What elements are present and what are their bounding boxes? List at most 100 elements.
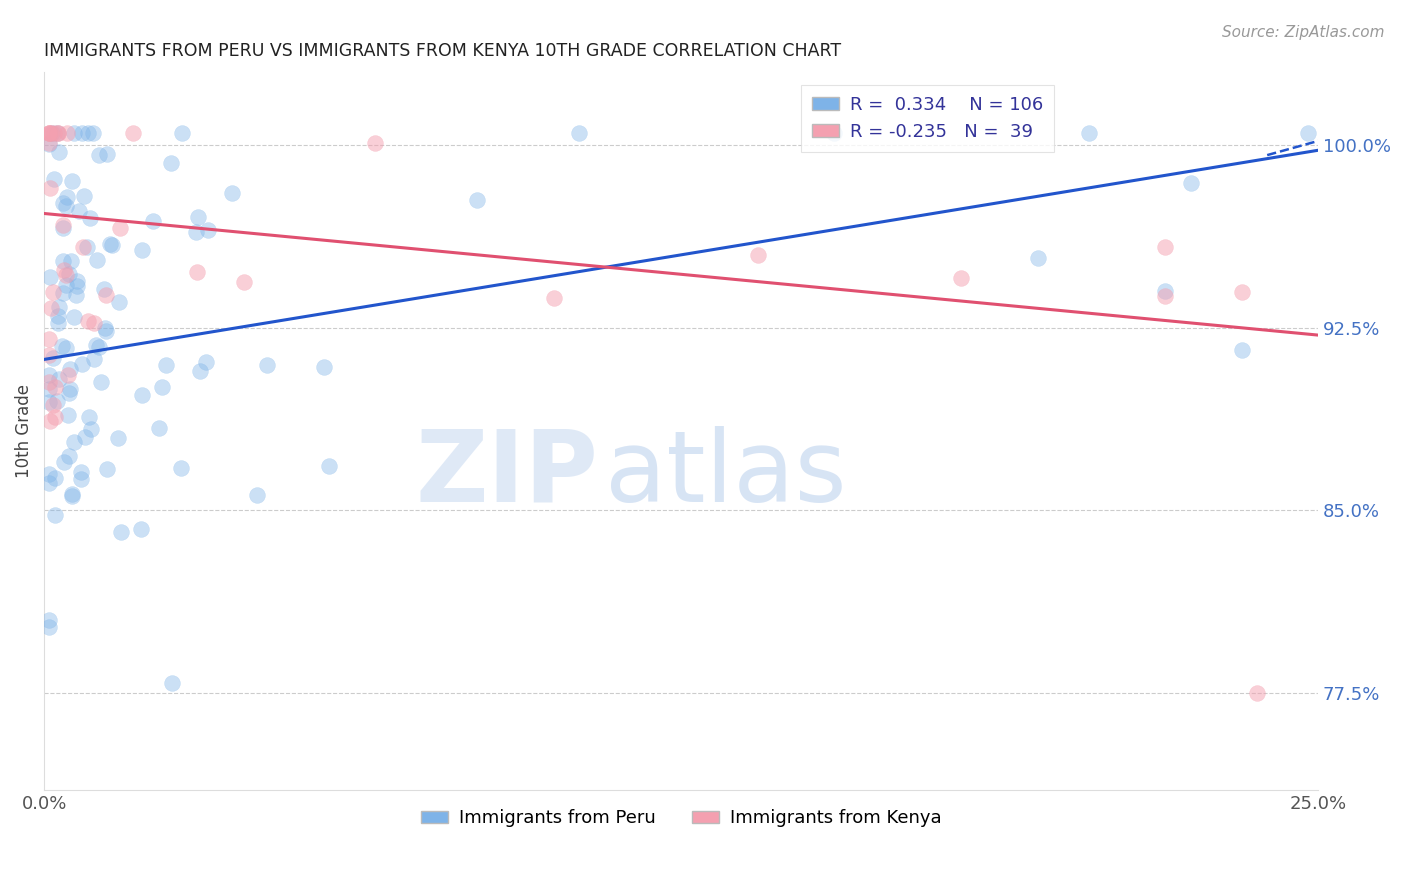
Immigrants from Kenya	[543, 292, 565, 306]
Immigrants from Peru	[66, 274, 89, 288]
Immigrants from Peru	[80, 422, 103, 436]
Immigrants from Kenya	[76, 314, 98, 328]
Immigrants from Peru	[38, 467, 60, 481]
Immigrants from Peru	[69, 465, 91, 479]
Immigrants from Peru	[1077, 126, 1099, 140]
Immigrants from Kenya	[46, 126, 69, 140]
Immigrants from Peru	[73, 189, 96, 203]
Immigrants from Peru	[129, 522, 152, 536]
Immigrants from Peru	[48, 145, 70, 160]
Immigrants from Peru	[52, 220, 75, 235]
Immigrants from Peru	[1230, 343, 1253, 358]
Immigrants from Peru	[170, 461, 193, 475]
Immigrants from Kenya	[38, 126, 60, 140]
Immigrants from Peru	[60, 487, 83, 501]
Immigrants from Peru	[42, 171, 65, 186]
Immigrants from Peru	[314, 359, 336, 374]
Immigrants from Kenya	[38, 136, 60, 150]
Immigrants from Kenya	[38, 126, 60, 140]
Immigrants from Kenya	[39, 301, 62, 316]
Immigrants from Peru	[38, 382, 60, 396]
Immigrants from Kenya	[42, 126, 65, 140]
Immigrants from Peru	[89, 340, 111, 354]
Immigrants from Kenya	[950, 271, 973, 285]
Immigrants from Peru	[246, 488, 269, 502]
Immigrants from Peru	[58, 267, 80, 281]
Text: IMMIGRANTS FROM PERU VS IMMIGRANTS FROM KENYA 10TH GRADE CORRELATION CHART: IMMIGRANTS FROM PERU VS IMMIGRANTS FROM …	[44, 42, 841, 60]
Immigrants from Peru	[46, 309, 69, 323]
Immigrants from Peru	[107, 431, 129, 445]
Immigrants from Peru	[197, 223, 219, 237]
Immigrants from Kenya	[48, 126, 70, 140]
Immigrants from Peru	[60, 490, 83, 504]
Immigrants from Peru	[131, 388, 153, 402]
Immigrants from Peru	[155, 359, 177, 373]
Immigrants from Peru	[1154, 285, 1177, 299]
Immigrants from Peru	[52, 285, 75, 300]
Immigrants from Peru	[63, 310, 86, 324]
Immigrants from Peru	[76, 126, 98, 140]
Immigrants from Kenya	[56, 368, 79, 383]
Immigrants from Peru	[45, 126, 67, 140]
Immigrants from Peru	[38, 620, 60, 634]
Immigrants from Peru	[38, 613, 60, 627]
Legend: Immigrants from Peru, Immigrants from Kenya: Immigrants from Peru, Immigrants from Ke…	[413, 802, 949, 835]
Immigrants from Kenya	[186, 265, 208, 279]
Immigrants from Peru	[221, 186, 243, 201]
Immigrants from Kenya	[44, 380, 66, 394]
Immigrants from Kenya	[56, 126, 79, 140]
Immigrants from Peru	[1296, 126, 1319, 140]
Immigrants from Peru	[84, 337, 107, 351]
Immigrants from Peru	[110, 524, 132, 539]
Immigrants from Kenya	[55, 268, 77, 282]
Immigrants from Kenya	[232, 276, 254, 290]
Immigrants from Peru	[318, 458, 340, 473]
Immigrants from Peru	[100, 237, 122, 252]
Immigrants from Kenya	[1230, 285, 1253, 300]
Immigrants from Kenya	[94, 287, 117, 301]
Immigrants from Peru	[65, 288, 87, 302]
Immigrants from Kenya	[39, 414, 62, 428]
Immigrants from Peru	[1180, 176, 1202, 190]
Immigrants from Peru	[48, 316, 70, 330]
Immigrants from Peru	[59, 362, 82, 376]
Immigrants from Peru	[195, 355, 218, 369]
Immigrants from Peru	[184, 225, 207, 239]
Immigrants from Peru	[77, 409, 100, 424]
Immigrants from Peru	[823, 126, 845, 140]
Immigrants from Peru	[41, 126, 63, 140]
Immigrants from Kenya	[38, 348, 60, 362]
Immigrants from Kenya	[41, 126, 63, 140]
Immigrants from Peru	[52, 254, 75, 268]
Immigrants from Peru	[82, 126, 104, 140]
Immigrants from Peru	[58, 449, 80, 463]
Immigrants from Kenya	[42, 285, 65, 299]
Immigrants from Peru	[465, 193, 488, 207]
Immigrants from Peru	[1026, 251, 1049, 265]
Immigrants from Peru	[93, 282, 115, 296]
Immigrants from Kenya	[38, 181, 60, 195]
Immigrants from Kenya	[38, 332, 60, 346]
Immigrants from Kenya	[42, 398, 65, 412]
Immigrants from Peru	[63, 126, 86, 140]
Immigrants from Peru	[62, 174, 84, 188]
Immigrants from Kenya	[110, 220, 132, 235]
Immigrants from Peru	[76, 239, 98, 253]
Immigrants from Peru	[187, 210, 209, 224]
Immigrants from Peru	[67, 204, 90, 219]
Immigrants from Peru	[56, 409, 79, 423]
Immigrants from Peru	[52, 455, 75, 469]
Immigrants from Peru	[69, 472, 91, 486]
Immigrants from Peru	[160, 676, 183, 690]
Y-axis label: 10th Grade: 10th Grade	[15, 384, 32, 478]
Immigrants from Peru	[148, 420, 170, 434]
Immigrants from Kenya	[38, 375, 60, 389]
Immigrants from Peru	[79, 211, 101, 226]
Text: Source: ZipAtlas.com: Source: ZipAtlas.com	[1222, 25, 1385, 40]
Immigrants from Peru	[38, 476, 60, 491]
Text: ZIP: ZIP	[415, 425, 599, 523]
Immigrants from Kenya	[364, 136, 387, 150]
Immigrants from Peru	[142, 214, 165, 228]
Immigrants from Peru	[44, 470, 66, 484]
Immigrants from Peru	[568, 126, 591, 140]
